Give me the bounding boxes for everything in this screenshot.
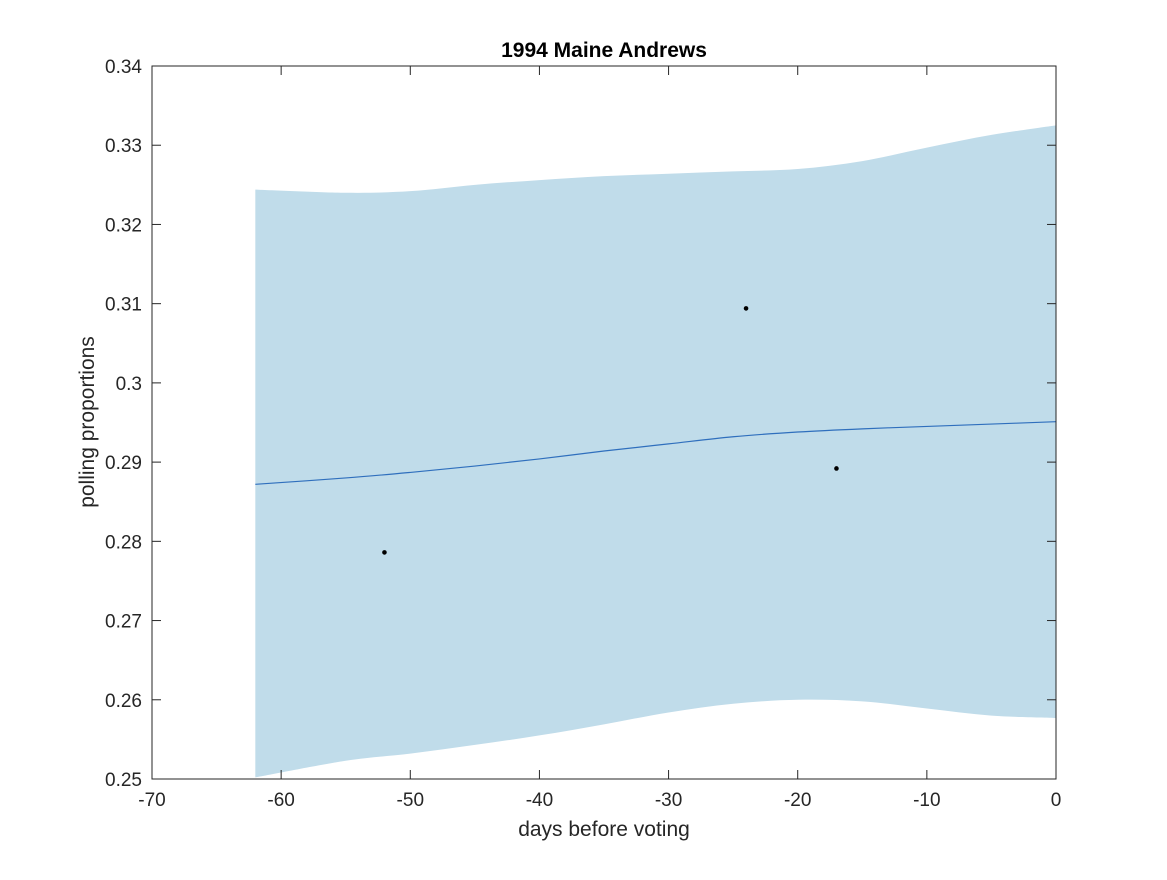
y-tick-label: 0.3 [116,374,142,395]
y-tick-label: 0.27 [105,612,142,633]
series-line-layer [255,421,1057,485]
y-axis-label: polling proportions [76,336,99,508]
confidence-band [255,125,1056,778]
series-line-0 [255,421,1057,485]
y-tick-label: 0.32 [105,215,142,236]
data-points-layer [382,306,839,555]
y-tick-label: 0.31 [105,295,142,316]
y-tick-label: 0.29 [105,453,142,474]
data-point-0 [382,550,387,555]
y-tick-label: 0.34 [105,57,142,78]
axes-layer [151,65,1057,780]
x-tick-label: 0 [1051,790,1062,811]
x-tick-label: -20 [784,790,811,811]
x-tick-label: -40 [526,790,553,811]
chart-title: 1994 Maine Andrews [501,39,707,62]
y-tick-label: 0.28 [105,532,142,553]
confidence-band-layer [255,125,1056,778]
x-tick-label: -70 [138,790,165,811]
data-point-2 [834,466,839,471]
x-tick-label: -10 [913,790,940,811]
y-tick-label: 0.25 [105,770,142,791]
x-tick-label: -50 [397,790,424,811]
plot-frame [151,65,1057,780]
data-point-1 [743,306,749,311]
text-layer: 1994 Maine Andrews days before voting po… [76,39,1061,841]
y-tick-label: 0.26 [105,691,142,712]
y-tick-label: 0.33 [105,136,142,157]
x-axis-label: days before voting [518,818,690,841]
x-tick-label: -30 [655,790,682,811]
x-tick-label: -60 [267,790,294,811]
